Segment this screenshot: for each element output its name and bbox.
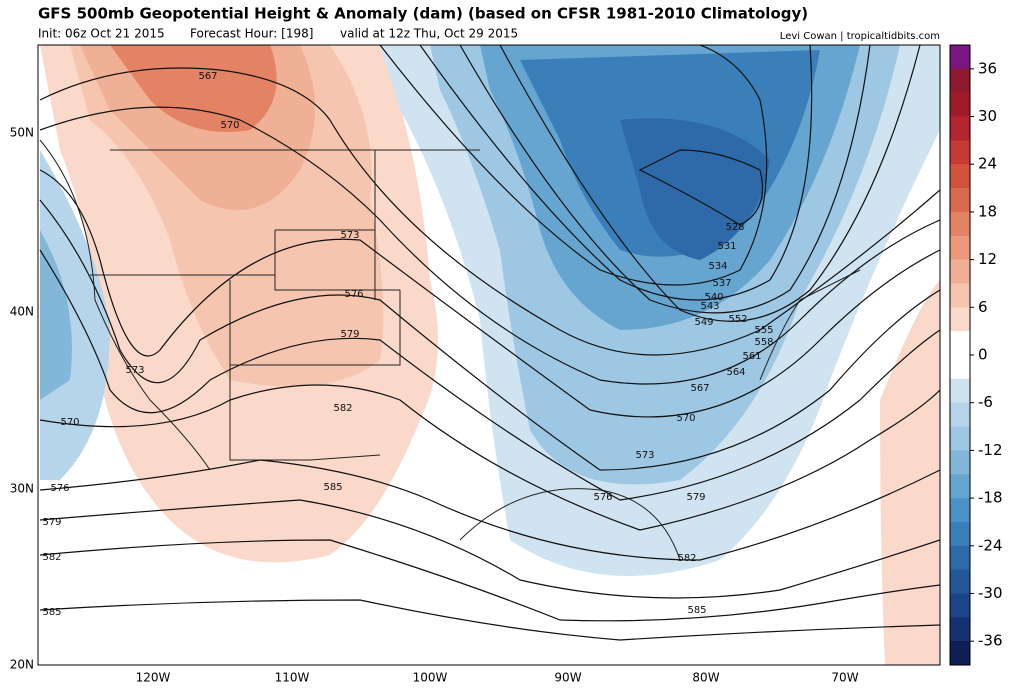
longitude-label: 90W: [554, 671, 581, 685]
colorbar-swatch: [950, 426, 970, 451]
colorbar-swatch: [950, 378, 970, 404]
init-time: Init: 06z Oct 21 2015: [38, 27, 165, 41]
colorbar-label: 6: [978, 298, 988, 316]
colorbar-swatch: [950, 450, 970, 475]
colorbar-label: -18: [978, 489, 1003, 507]
contour-label: 582: [677, 553, 696, 564]
colorbar-swatch: [950, 116, 970, 141]
colorbar-swatch: [950, 68, 970, 94]
contour-label: 582: [42, 552, 61, 563]
latitude-label: 40N: [10, 305, 34, 319]
colorbar-label: -30: [978, 584, 1003, 602]
contour-label: 540: [704, 292, 723, 303]
contour-label: 555: [754, 325, 773, 336]
longitude-label: 100W: [413, 671, 448, 685]
longitude-label: 110W: [275, 671, 310, 685]
contour-label: 585: [323, 482, 342, 493]
contour-label: 564: [726, 367, 745, 378]
contour-label: 534: [708, 261, 727, 272]
contour-label: 579: [42, 517, 61, 528]
contour-label: 543: [700, 301, 719, 312]
longitude-label: 70W: [831, 671, 858, 685]
credit: Levi Cowan | tropicaltidbits.com: [780, 31, 940, 42]
valid-time: valid at 12z Thu, Oct 29 2015: [340, 27, 518, 41]
contour-label: 585: [687, 605, 706, 616]
colorbar-swatch: [950, 45, 970, 70]
colorbar-label: 30: [978, 107, 997, 125]
contour-label: 573: [340, 230, 359, 241]
colorbar-swatch: [950, 355, 970, 380]
colorbar-swatch: [950, 498, 970, 523]
colorbar-swatch: [950, 331, 970, 356]
contour-label: 552: [728, 314, 747, 325]
colorbar-label: 18: [978, 202, 997, 220]
contour-label: 570: [60, 417, 79, 428]
contour-label: 576: [50, 483, 69, 494]
colorbar-swatch: [950, 283, 970, 308]
contour-label: 573: [125, 365, 144, 376]
latitude-label: 20N: [10, 658, 34, 672]
contour-label: 570: [676, 413, 695, 424]
latitude-label: 50N: [10, 126, 34, 140]
forecast-hour: Forecast Hour: [198]: [190, 27, 313, 41]
contour-label: 558: [754, 337, 773, 348]
contour-label: 561: [742, 351, 761, 362]
colorbar-swatch: [950, 259, 970, 284]
colorbar-swatch: [950, 188, 970, 213]
colorbar-label: 24: [978, 155, 997, 173]
contour-label: 567: [198, 71, 217, 82]
longitude-label: 120W: [136, 671, 171, 685]
colorbar-swatch: [950, 92, 970, 118]
colorbar-label: -6: [978, 393, 993, 411]
colorbar-label: -12: [978, 441, 1003, 459]
colorbar-swatch: [950, 617, 970, 642]
colorbar-swatch: [950, 140, 970, 165]
colorbar-label: 12: [978, 250, 997, 268]
contour-label: 531: [717, 241, 736, 252]
contour-label: 585: [42, 607, 61, 618]
colorbar-label: 0: [978, 346, 988, 364]
map-area: [38, 45, 940, 665]
contour-label: 576: [593, 492, 612, 503]
colorbar-swatch: [950, 521, 970, 547]
colorbar-swatch: [950, 235, 970, 261]
contour-label: 570: [220, 120, 239, 131]
contour-label: 579: [686, 492, 705, 503]
colorbar-swatch: [950, 402, 970, 428]
colorbar-swatch: [950, 211, 970, 237]
contour-label: 573: [635, 450, 654, 461]
contour-label: 528: [725, 222, 744, 233]
latitude-label: 30N: [10, 482, 34, 496]
colorbar-label: -24: [978, 536, 1003, 554]
colorbar-swatch: [950, 641, 970, 666]
colorbar-swatch: [950, 307, 970, 332]
contour-label: 576: [344, 289, 363, 300]
colorbar-label: -36: [978, 632, 1003, 650]
longitude-label: 80W: [692, 671, 719, 685]
colorbar-swatch: [950, 593, 970, 618]
contour-label: 582: [333, 403, 352, 414]
colorbar-swatch: [950, 164, 970, 189]
contour-label: 537: [712, 278, 731, 289]
colorbar-swatch: [950, 545, 970, 571]
contour-label: 567: [690, 383, 709, 394]
colorbar-swatch: [950, 569, 970, 594]
title: GFS 500mb Geopotential Height & Anomaly …: [38, 5, 808, 23]
colorbar-swatch: [950, 474, 970, 499]
map-frame: [37, 44, 941, 666]
contour-label: 549: [694, 317, 713, 328]
colorbar-label: 36: [978, 59, 997, 77]
contour-label: 579: [340, 329, 359, 340]
